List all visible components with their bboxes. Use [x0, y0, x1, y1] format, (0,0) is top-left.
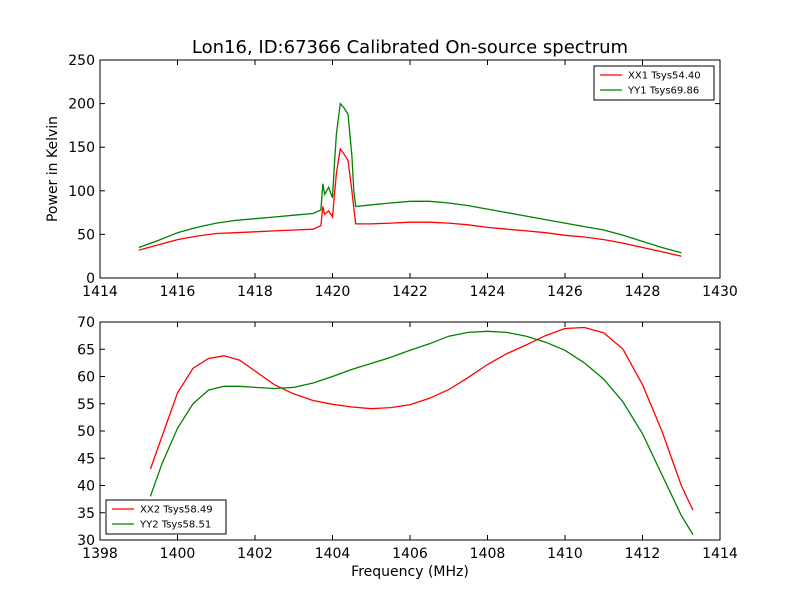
- bottom-plot-x-axis-label: Frequency (MHz): [351, 564, 469, 580]
- bottom-plot-series-layer: [149, 326, 694, 535]
- series-line-2-2: [149, 330, 694, 535]
- y-tick-label: 35: [77, 506, 95, 522]
- top-plot-series-layer: [138, 102, 682, 257]
- y-tick-label: 200: [68, 97, 95, 113]
- legend-label: YY2 Tsys58.51: [139, 520, 211, 531]
- y-tick-label: 65: [77, 342, 95, 358]
- x-tick-label: 1414: [702, 546, 738, 562]
- x-tick-label: 1402: [237, 546, 273, 562]
- x-tick-label: 1400: [160, 546, 196, 562]
- y-tick-label: 30: [77, 533, 95, 549]
- y-tick-label: 50: [77, 424, 95, 440]
- top-plot-ticks-layer: 1414 1416 1418 1420 1422 1424 1426 1428 1430 0 50 1…: [68, 53, 738, 300]
- x-tick-label: 1424: [470, 284, 506, 300]
- y-tick-label: 55: [77, 397, 95, 413]
- series-line-1-1: [138, 147, 682, 257]
- top-plot-y-axis-label: Power in Kelvin: [45, 116, 61, 222]
- x-tick-label: 1430: [702, 284, 738, 300]
- y-tick-label: 70: [77, 315, 95, 331]
- y-tick-label: 100: [68, 184, 95, 200]
- legend-label: YY1 Tsys69.86: [627, 86, 699, 97]
- y-tick-label: 250: [68, 53, 95, 69]
- legend-label: XX1 Tsys54.40: [628, 71, 701, 82]
- x-tick-label: 1398: [82, 546, 118, 562]
- series-line-2-1: [149, 326, 694, 511]
- x-tick-label: 1414: [82, 284, 118, 300]
- bottom-plot-legend: XX2 Tsys58.49 YY2 Tsys58.51: [105, 499, 227, 535]
- x-tick-label: 1416: [160, 284, 196, 300]
- y-tick-label: 60: [77, 370, 95, 386]
- top-plot: 1414 1416 1418 1420 1422 1424 1426 1428 1430 0 50 1…: [45, 53, 738, 300]
- x-tick-label: 1420: [315, 284, 351, 300]
- x-tick-label: 1422: [392, 284, 428, 300]
- y-tick-label: 0: [86, 271, 95, 287]
- x-tick-label: 1426: [547, 284, 583, 300]
- bottom-plot-ticks-layer: 1398 1400 1402 1404 1406 1408 1410 1412 1414 30 35…: [77, 315, 738, 562]
- y-tick-label: 40: [77, 479, 95, 495]
- y-tick-label: 50: [77, 227, 95, 243]
- top-plot-legend: XX1 Tsys54.40 YY1 Tsys69.86: [593, 65, 715, 101]
- legend-box: [593, 65, 715, 101]
- y-tick-label: 150: [68, 140, 95, 156]
- bottom-plot: 1398 1400 1402 1404 1406 1408 1410 1412 1414 30 35…: [77, 315, 738, 580]
- x-tick-label: 1406: [392, 546, 428, 562]
- y-tick-label: 45: [77, 451, 95, 467]
- legend-label: XX2 Tsys58.49: [140, 505, 213, 516]
- x-tick-label: 1408: [470, 546, 506, 562]
- x-tick-label: 1404: [315, 546, 351, 562]
- chart-title: Lon16, ID:67366 Calibrated On-source spe…: [192, 37, 628, 58]
- x-tick-label: 1410: [547, 546, 583, 562]
- series-line-1-2: [138, 102, 682, 254]
- x-tick-label: 1412: [625, 546, 661, 562]
- x-tick-label: 1428: [625, 284, 661, 300]
- legend-box: [105, 499, 227, 535]
- x-tick-label: 1418: [237, 284, 273, 300]
